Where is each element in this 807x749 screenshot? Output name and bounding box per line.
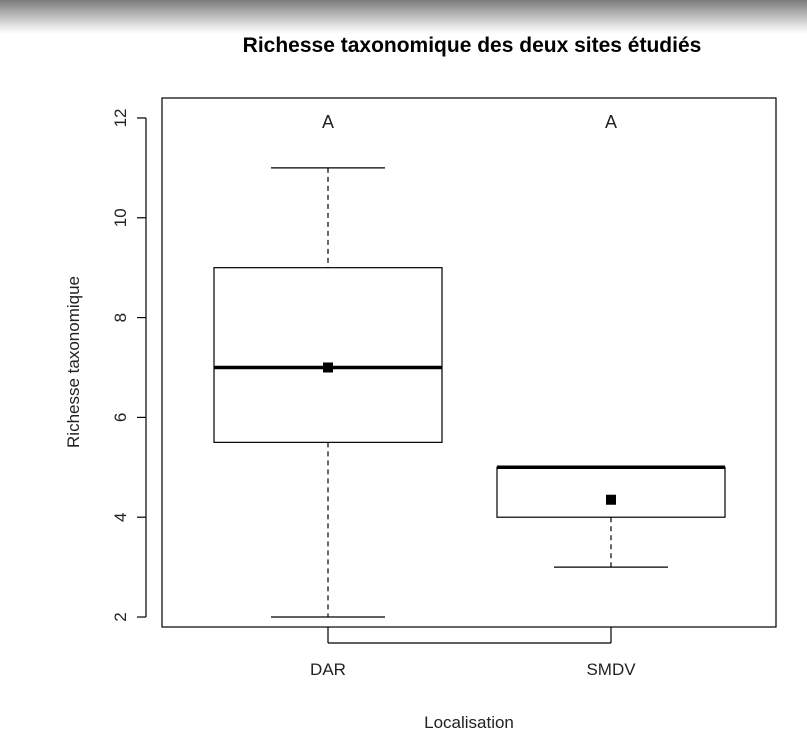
- y-tick-label: 4: [111, 512, 130, 521]
- box-group-smdv: A: [496, 112, 726, 568]
- chart-title: Richesse taxonomique des deux sites étud…: [243, 34, 702, 57]
- plot-area-frame: [161, 97, 777, 628]
- window-top-shade: [0, 0, 807, 34]
- y-tick-label: 8: [111, 313, 130, 322]
- y-tick-label: 2: [111, 612, 130, 621]
- significance-letter: A: [322, 112, 334, 132]
- box-group-dar: A: [213, 112, 443, 618]
- mean-marker: [323, 362, 333, 373]
- iqr-box: [213, 267, 443, 443]
- x-tick-label: DAR: [310, 660, 346, 679]
- mean-marker: [606, 494, 616, 505]
- significance-letter: A: [605, 112, 617, 132]
- y-tick-label: 12: [111, 109, 130, 128]
- y-tick-label: 6: [111, 413, 130, 422]
- x-axis: DAR SMDV: [310, 627, 636, 679]
- x-axis-label: Localisation: [424, 713, 514, 732]
- y-axis-label: Richesse taxonomique: [64, 276, 83, 448]
- y-axis: 2 4 6 8 10 12: [111, 109, 147, 622]
- x-tick-label: SMDV: [586, 660, 636, 679]
- y-tick-label: 10: [111, 208, 130, 227]
- iqr-box: [496, 466, 726, 518]
